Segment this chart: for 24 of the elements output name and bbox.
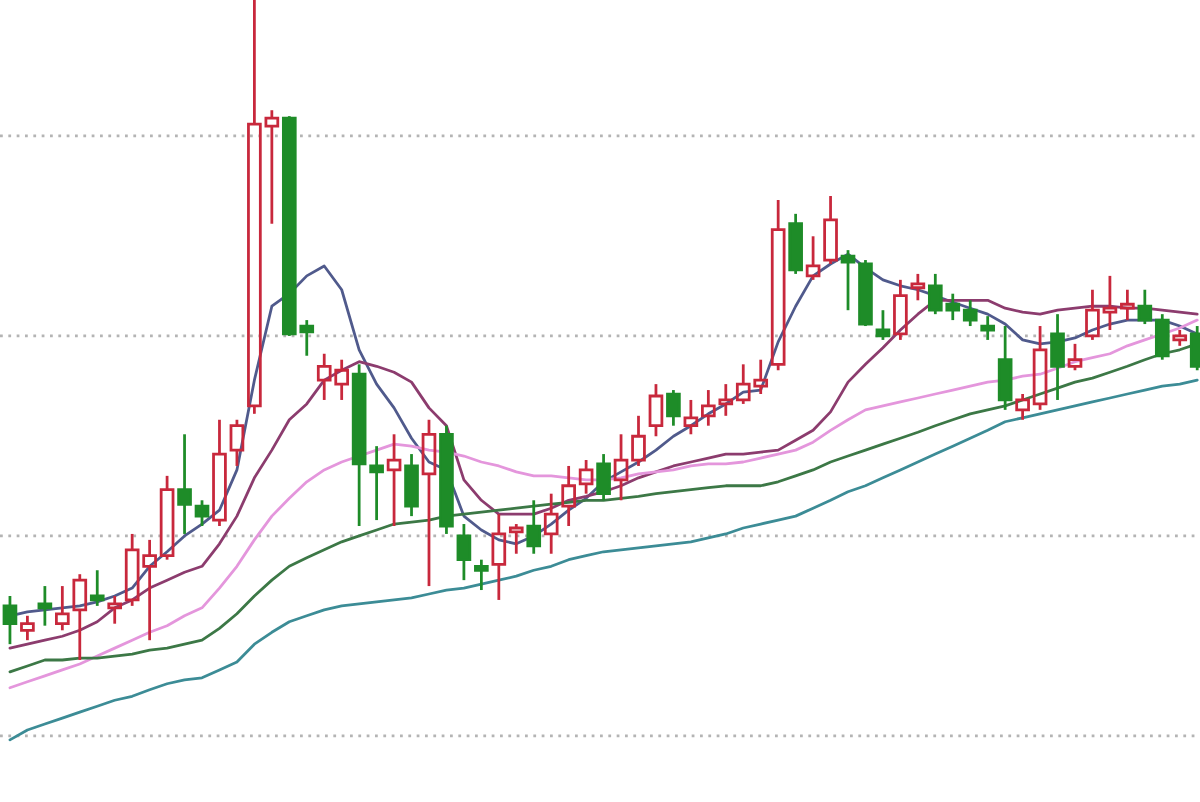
candlestick (369, 444, 384, 522)
candlestick (543, 492, 559, 556)
candlestick (840, 248, 856, 312)
candlestick (596, 452, 611, 502)
candlestick (107, 594, 123, 626)
candlestick (997, 324, 1013, 412)
candlestick (491, 512, 507, 602)
candlestick (875, 308, 891, 342)
candlestick (474, 558, 489, 592)
candlestick (456, 522, 472, 582)
candlestick (72, 572, 88, 662)
candlestick (1172, 328, 1188, 348)
candlestick (893, 278, 908, 342)
candlestick (404, 452, 419, 518)
candlestick (666, 388, 681, 428)
candlestick (386, 432, 402, 528)
candlestick (212, 418, 227, 528)
candlestick (37, 584, 53, 628)
candlestick (1050, 312, 1065, 402)
candlestick (89, 568, 105, 608)
candlestick (526, 498, 542, 556)
candlestick (2, 594, 18, 646)
candlestick (788, 212, 803, 276)
candlestick (980, 314, 996, 342)
